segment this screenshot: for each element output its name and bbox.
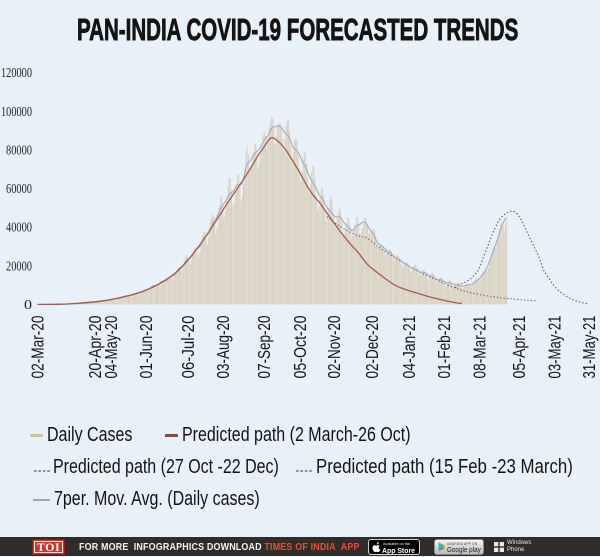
svg-text:02-Dec-20: 02-Dec-20: [362, 315, 382, 378]
svg-text:03-Aug-20: 03-Aug-20: [213, 315, 233, 378]
svg-text:80000: 80000: [6, 143, 32, 158]
svg-text:02-Mar-20: 02-Mar-20: [28, 315, 48, 378]
svg-text:08-Mar-21: 08-Mar-21: [470, 316, 490, 379]
svg-text:04-May-20: 04-May-20: [101, 315, 121, 378]
svg-text:01-Feb-21: 01-Feb-21: [434, 316, 454, 379]
svg-text:04-Jan-21: 04-Jan-21: [399, 316, 419, 379]
svg-text:120000: 120000: [1, 66, 32, 81]
svg-text:0: 0: [24, 298, 32, 313]
svg-text:06-Jul-20: 06-Jul-20: [178, 315, 198, 378]
svg-text:20000: 20000: [6, 259, 32, 274]
svg-text:100000: 100000: [1, 105, 32, 120]
svg-text:05-Apr-21: 05-Apr-21: [509, 316, 529, 379]
svg-text:05-Oct-20: 05-Oct-20: [290, 315, 310, 378]
svg-text:60000: 60000: [6, 182, 32, 197]
svg-text:07-Sep-20: 07-Sep-20: [254, 315, 274, 378]
svg-text:20-Apr-20: 20-Apr-20: [85, 315, 105, 378]
svg-text:31-May-21: 31-May-21: [579, 316, 599, 379]
svg-text:02-Nov-20: 02-Nov-20: [324, 315, 344, 378]
svg-text:03-May-21: 03-May-21: [545, 316, 565, 379]
svg-text:01-Jun-20: 01-Jun-20: [136, 315, 156, 378]
svg-text:40000: 40000: [6, 221, 32, 236]
